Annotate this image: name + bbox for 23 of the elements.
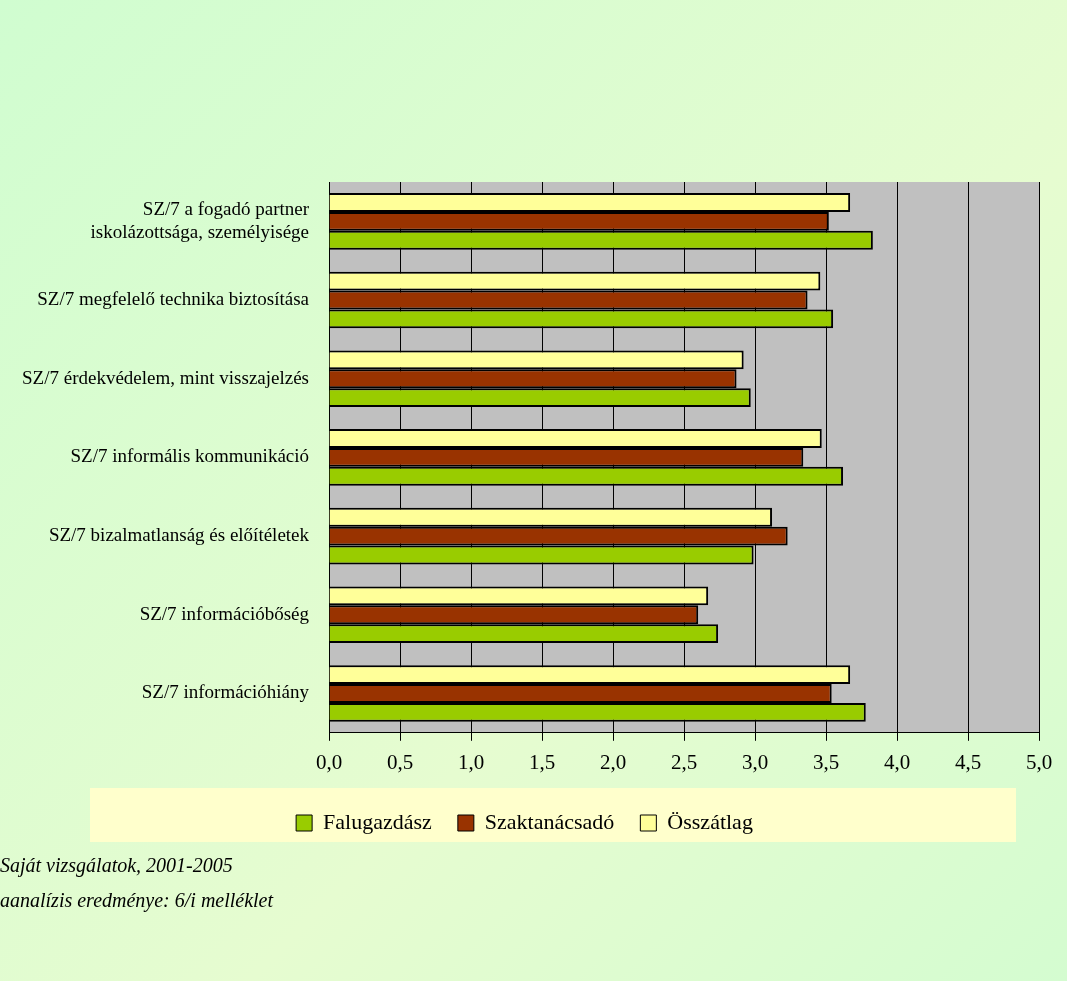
legend-label: Falugazdász [323, 808, 433, 834]
y-tick-label: SZ/7 megfelelő technika biztosítása [37, 288, 310, 310]
y-tick-label: SZ/7 érdekvédelem, mint visszajelzés [21, 366, 310, 388]
x-tick-label: 0,0 [315, 749, 343, 774]
x-tick-label: 3,5 [812, 749, 840, 774]
legend-label: Összátlag [667, 808, 753, 834]
y-tick-label: SZ/7 információbőség [139, 602, 310, 624]
x-tick-label: 0,5 [386, 749, 414, 774]
x-tick-label: 5,0 [1025, 749, 1053, 774]
y-tick-label: SZ/7 bizalmatlanság és előítéletek [48, 524, 310, 546]
x-tick-label: 4,0 [883, 749, 911, 774]
x-tick-label: 3,0 [741, 749, 769, 774]
x-tick-label: 4,5 [954, 749, 982, 774]
x-tick-label: 2,0 [599, 749, 627, 774]
y-tick-label: SZ/7 a fogadó partner iskolázottsága, személyisége [90, 197, 310, 242]
x-tick-label: 1,5 [528, 749, 556, 774]
x-tick-label: 1,0 [457, 749, 485, 774]
text: aanalízis eredménye: 6/i melléklet [0, 889, 275, 912]
y-tick-label: SZ/7 információhiány [141, 681, 310, 703]
text: Saját vizsgálatok, 2001-2005 [0, 854, 234, 877]
legend-label: Szaktanácsadó [484, 808, 615, 834]
x-tick-label: 2,5 [670, 749, 698, 774]
y-tick-label: SZ/7 informális kommunikáció [70, 445, 310, 467]
